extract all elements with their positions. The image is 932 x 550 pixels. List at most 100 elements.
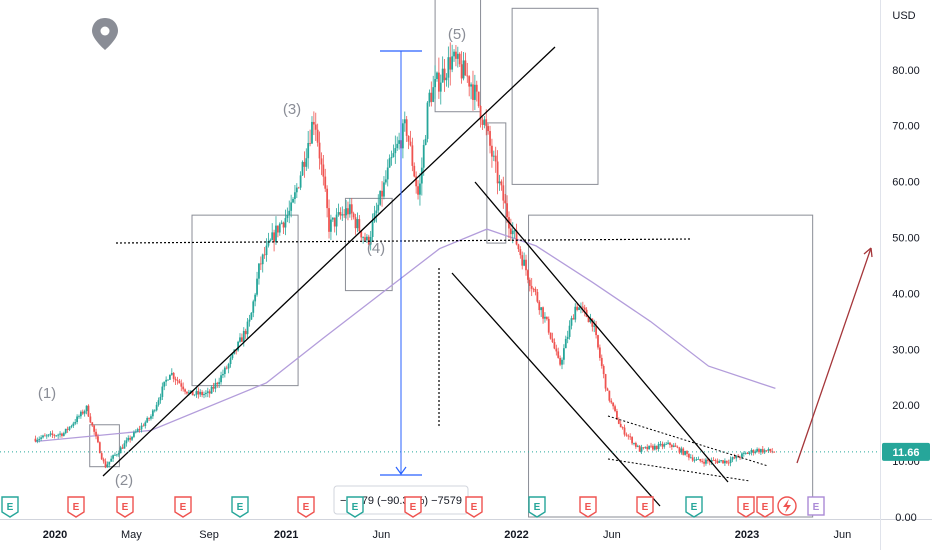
candle-body (78, 416, 80, 418)
candle-body (197, 391, 200, 395)
candle-body (621, 427, 624, 429)
moving-average-line (35, 228, 776, 443)
candle-body (559, 357, 562, 365)
candle-body (625, 434, 628, 436)
candle-body (606, 388, 609, 391)
candle-body (316, 129, 319, 143)
candle-body (373, 213, 376, 222)
candle-body (705, 459, 707, 464)
candle-body (347, 208, 349, 215)
candle-body (242, 330, 245, 342)
axes-layer: 80.0070.0060.0050.0040.0030.0020.0010.00… (43, 65, 930, 541)
x-tick-label: Jun (373, 529, 391, 541)
candle-body (125, 440, 128, 444)
candle-body (659, 443, 662, 445)
wave-label: (3) (283, 101, 301, 118)
lightning-bolt (783, 499, 791, 513)
earnings-letter: E (813, 502, 820, 513)
earnings-marker: E (116, 496, 134, 518)
candle-body (288, 210, 291, 215)
candle-body (665, 443, 668, 445)
candle-body (354, 217, 357, 229)
candle-body (282, 222, 285, 228)
downtrend-channel-upper (474, 181, 729, 483)
candle-body (392, 153, 395, 158)
candle-body (136, 429, 139, 432)
candle-body (61, 433, 63, 436)
earnings-marker: E (579, 496, 597, 518)
earnings-badge (404, 496, 422, 518)
candle-body (663, 444, 666, 447)
candle-body (91, 422, 94, 426)
earnings-letter: E (743, 502, 750, 513)
candle-body (85, 405, 88, 412)
candle-body (581, 306, 584, 308)
candle-body (691, 457, 694, 461)
analysis-box (486, 122, 507, 244)
candle-body (93, 425, 96, 432)
candle-body (398, 140, 401, 144)
candle-body (602, 365, 605, 375)
candle-body (754, 451, 757, 453)
candle-body (462, 60, 465, 79)
analysis-box (528, 214, 814, 518)
candle-body (364, 237, 366, 241)
earnings-letter: E (691, 502, 698, 513)
candle-body (79, 411, 82, 417)
candle-body (339, 212, 342, 216)
candle-body (121, 447, 124, 449)
candle-body (648, 445, 651, 450)
earnings-badge (528, 496, 546, 518)
earnings-badge (807, 496, 825, 516)
candle-body (331, 217, 334, 220)
candle-body (750, 450, 753, 453)
candle-body (324, 176, 327, 189)
candle-body (506, 203, 508, 218)
earnings-marker: E (756, 496, 774, 518)
candle-body (178, 380, 181, 384)
earnings-marker: E (297, 496, 315, 518)
candle-body (612, 402, 615, 407)
candle-body (574, 306, 577, 320)
candle-body (138, 429, 141, 430)
earnings-marker: E (685, 496, 703, 518)
candle-body (652, 445, 654, 450)
candle-body (273, 232, 275, 243)
earnings-badge (346, 496, 364, 518)
candle-body (549, 332, 552, 339)
candle-body (240, 337, 243, 342)
candle-body (706, 459, 709, 461)
candle-body (269, 239, 272, 242)
candle-body (246, 321, 249, 335)
candle-body (458, 53, 461, 65)
y-tick-label: 30.00 (892, 344, 920, 356)
candle-body (348, 204, 351, 215)
candle-body (472, 84, 474, 100)
candle-body (72, 423, 75, 426)
earnings-badge (636, 496, 654, 518)
earnings-marker: E (346, 496, 364, 518)
candle-body (538, 301, 541, 311)
candle-body (375, 210, 378, 214)
candle-body (419, 183, 421, 195)
candle-body (95, 431, 97, 437)
candle-body (424, 138, 427, 145)
candle-body (360, 231, 363, 238)
candle-body (650, 445, 652, 447)
candle-body (174, 378, 177, 381)
moving-average-layer (35, 228, 776, 443)
candle-body (142, 425, 145, 427)
candle-body (633, 443, 635, 444)
candle-body (521, 255, 524, 266)
candle-body (437, 72, 440, 92)
candle-body (593, 325, 596, 327)
y-tick-label: 70.00 (892, 121, 920, 133)
candle-body (443, 68, 446, 81)
earnings-letter: E (534, 502, 541, 513)
downtrend-channel-lower (451, 272, 661, 507)
candle-body (34, 438, 37, 442)
candle-body (195, 391, 198, 395)
x-tick-label: 2023 (735, 529, 759, 541)
